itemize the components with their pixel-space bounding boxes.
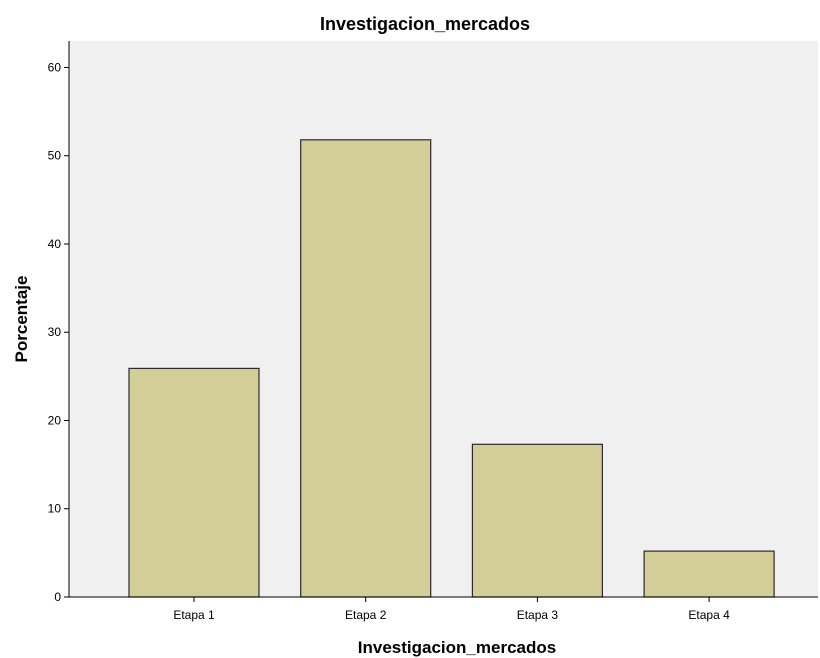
x-tick-label: Etapa 1 bbox=[173, 608, 215, 622]
y-tick-label: 40 bbox=[48, 237, 62, 251]
x-axis-title: Investigacion_mercados bbox=[358, 638, 556, 657]
bars-group bbox=[128, 139, 775, 598]
y-tick-label: 20 bbox=[48, 413, 62, 427]
y-tick-label: 10 bbox=[48, 502, 62, 516]
x-tick-label: Etapa 2 bbox=[345, 608, 387, 622]
x-tick-label: Etapa 4 bbox=[688, 608, 730, 622]
y-axis-title: Porcentaje bbox=[12, 276, 31, 363]
x-tick-label: Etapa 3 bbox=[517, 608, 559, 622]
y-tick-label: 50 bbox=[48, 149, 62, 163]
y-axis: 0 10 20 30 40 50 60 bbox=[48, 41, 70, 604]
y-tick-label: 60 bbox=[48, 60, 62, 74]
x-axis: Etapa 1 Etapa 2 Etapa 3 Etapa 4 bbox=[69, 596, 818, 622]
chart-title: Investigacion_mercados bbox=[320, 14, 530, 34]
y-tick-label: 30 bbox=[48, 325, 62, 339]
bar-etapa-2 bbox=[300, 139, 432, 598]
y-tick-label: 0 bbox=[54, 590, 61, 604]
bar-etapa-1 bbox=[128, 367, 260, 598]
bar-etapa-4 bbox=[643, 550, 775, 598]
bar-etapa-3 bbox=[471, 443, 603, 598]
